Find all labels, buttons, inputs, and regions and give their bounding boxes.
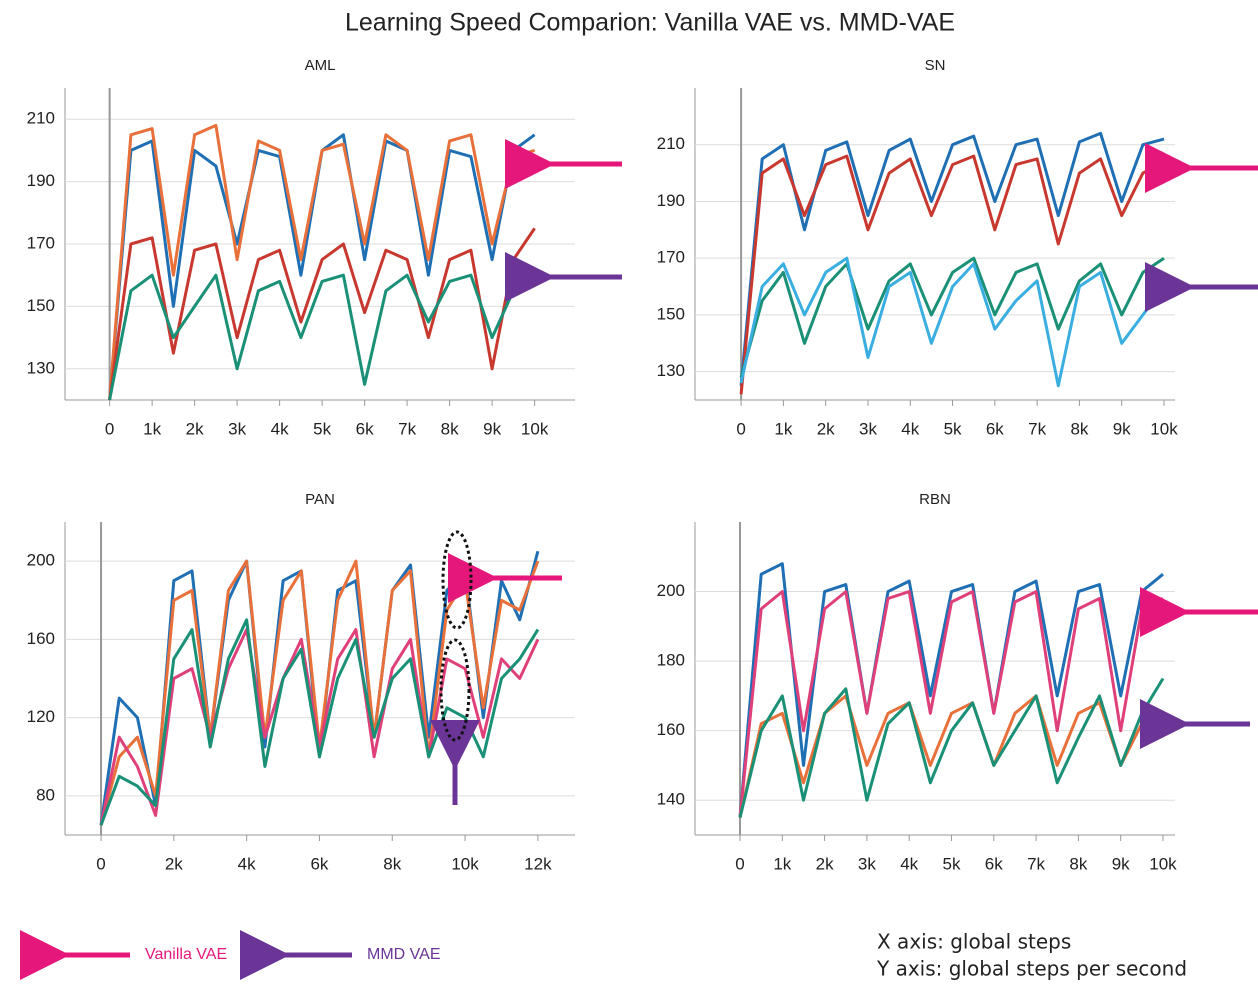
x-tick-label: 7k [398, 419, 416, 438]
x-tick-label: 7k [1028, 419, 1046, 438]
plots: AML 130 150 170 190 210 0 1k 2k 3k 4k 5k 6k 7k 8k 9k 10k… [27, 57, 1179, 874]
y-tick-label: 180 [657, 651, 685, 670]
x-tick-label: 0 [736, 419, 745, 438]
y-tick-label: 130 [657, 361, 685, 380]
arrows [430, 139, 1258, 805]
x-tick-label: 7k [1027, 854, 1045, 873]
y-tick-label: 190 [27, 171, 55, 190]
x-tick-label: 3k [858, 854, 876, 873]
x-tick-label: 6k [356, 419, 374, 438]
series-line [739, 256, 1166, 388]
x-tick-label: 0 [96, 854, 105, 873]
y-tick-label: 150 [27, 296, 55, 315]
series-line [738, 694, 1164, 818]
x-tick-label: 2k [817, 419, 835, 438]
panel-title: RBN [919, 491, 951, 508]
y-tick-label: 200 [657, 581, 685, 600]
x-tick-label: 1k [774, 419, 792, 438]
y-tick-label: 190 [657, 191, 685, 210]
y-tick-label: 170 [657, 248, 685, 267]
x-tick-label: 2k [816, 854, 834, 873]
annotation: X axis: global steps [877, 930, 1071, 954]
series-line [739, 131, 1165, 386]
x-tick-label: 5k [313, 419, 331, 438]
y-tick-label: 200 [27, 551, 55, 570]
x-tick-label: 1k [773, 854, 791, 873]
x-tick-label: 10k [1149, 854, 1177, 873]
series-line [108, 123, 536, 401]
series-line [738, 562, 1164, 818]
x-tick-label: 3k [859, 419, 877, 438]
x-tick-label: 2k [165, 854, 183, 873]
y-tick-label: 140 [657, 790, 685, 809]
x-tick-label: 6k [986, 419, 1004, 438]
x-tick-label: 6k [310, 854, 328, 873]
x-tick-label: 9k [483, 419, 501, 438]
figure-title: Learning Speed Comparion: Vanilla VAE vs… [345, 9, 955, 37]
series-line [99, 618, 540, 826]
x-tick-label: 2k [186, 419, 204, 438]
x-tick-label: 9k [1113, 419, 1131, 438]
series-line [99, 628, 540, 826]
x-tick-label: 0 [735, 854, 744, 873]
series-line [738, 590, 1164, 818]
annotation: Y axis: global steps per second [876, 957, 1187, 981]
panel-title: SN [925, 57, 946, 74]
legend-label: Vanilla VAE [145, 946, 227, 963]
x-tick-label: 0 [105, 419, 114, 438]
y-tick-label: 150 [657, 304, 685, 323]
x-tick-label: 1k [143, 419, 161, 438]
series-line [739, 256, 1165, 378]
x-tick-label: 10k [521, 419, 549, 438]
y-tick-label: 120 [27, 707, 55, 726]
x-tick-label: 4k [271, 419, 289, 438]
y-tick-label: 210 [657, 134, 685, 153]
series-line [738, 677, 1165, 818]
x-tick-label: 4k [238, 854, 256, 873]
panel-title: AML [305, 57, 336, 74]
x-tick-label: 5k [944, 419, 962, 438]
y-tick-label: 160 [657, 720, 685, 739]
y-tick-label: 80 [36, 785, 55, 804]
y-tick-label: 210 [27, 109, 55, 128]
series-line [108, 227, 536, 401]
legend: Vanilla VAE MMD VAE [19, 930, 440, 980]
x-tick-label: 8k [441, 419, 459, 438]
y-tick-label: 160 [27, 629, 55, 648]
series-line [108, 273, 536, 401]
x-tick-label: 5k [943, 854, 961, 873]
x-tick-label: 4k [900, 854, 918, 873]
series-line [739, 154, 1165, 395]
x-tick-label: 8k [1070, 419, 1088, 438]
x-tick-label: 4k [901, 419, 919, 438]
x-tick-label: 6k [985, 854, 1003, 873]
legend-label: MMD VAE [367, 946, 440, 963]
x-tick-label: 10k [1150, 419, 1178, 438]
x-tick-label: 12k [524, 854, 552, 873]
x-tick-label: 8k [383, 854, 401, 873]
x-tick-label: 8k [1069, 854, 1087, 873]
panel-title: PAN [305, 491, 335, 508]
x-tick-label: 10k [451, 854, 479, 873]
x-tick-label: 3k [228, 419, 246, 438]
y-tick-label: 170 [27, 233, 55, 252]
x-tick-label: 9k [1112, 854, 1130, 873]
y-tick-label: 130 [27, 358, 55, 377]
